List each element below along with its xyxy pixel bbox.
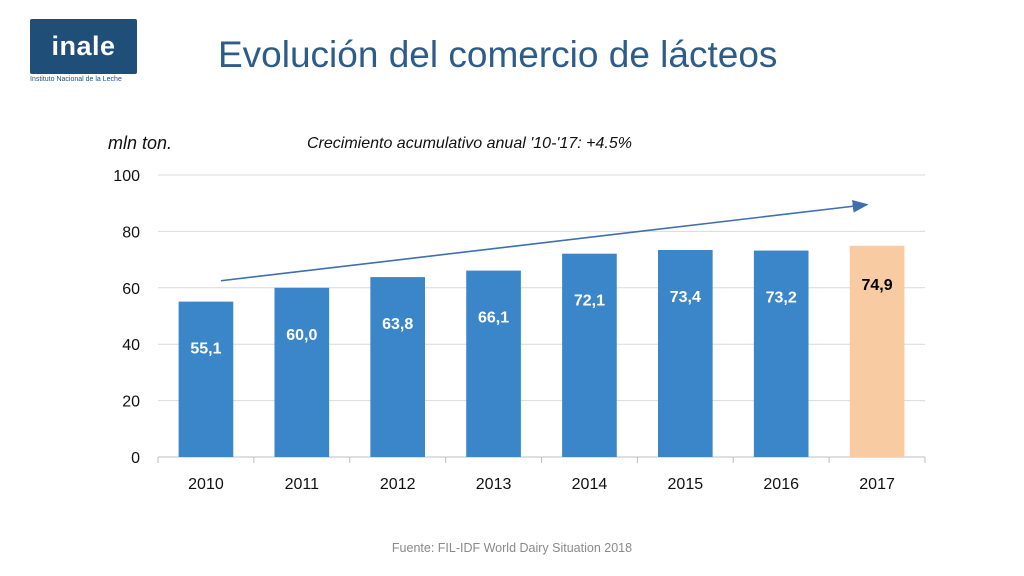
data-label: 63,8 [382, 316, 413, 333]
bar-2014 [562, 253, 617, 457]
bar-2016 [753, 250, 809, 457]
x-tick-label: 2014 [572, 476, 608, 493]
bar-2011 [274, 287, 330, 457]
data-label: 73,2 [766, 290, 797, 307]
data-label: 66,1 [478, 310, 509, 327]
growth-annotation: Crecimiento acumulativo anual '10-'17: +… [307, 135, 632, 152]
logo-text: inale [51, 31, 116, 61]
trend-arrow [220, 199, 869, 282]
y-tick-label: 60 [122, 281, 140, 298]
y-tick-label: 40 [122, 337, 140, 354]
data-label: 72,1 [574, 293, 605, 310]
y-tick-label: 80 [122, 224, 140, 241]
page-title: Evolución del comercio de lácteos [218, 34, 778, 75]
bar-2013 [466, 270, 521, 457]
source-note: Fuente: FIL-IDF World Dairy Situation 20… [391, 541, 633, 555]
data-label: 74,9 [861, 277, 892, 294]
bar-2010 [178, 301, 234, 457]
x-tick-label: 2013 [476, 476, 512, 493]
data-label: 60,0 [286, 327, 317, 344]
y-tick-label: 100 [113, 168, 140, 185]
bar-2017 [849, 245, 905, 457]
x-tick-label: 2010 [188, 476, 224, 493]
data-label: 73,4 [670, 289, 701, 306]
y-axis-unit-label: mln ton. [108, 133, 173, 153]
inale-logo: inale [30, 19, 137, 74]
data-label: 55,1 [190, 341, 221, 358]
logo-subtitle: Instituto Nacional de la Leche [30, 76, 122, 83]
x-tick-label: 2011 [285, 476, 320, 493]
bar-2015 [657, 250, 713, 457]
x-tick-label: 2015 [668, 476, 704, 493]
x-tick-label: 2016 [763, 476, 799, 493]
bar-2012 [370, 277, 426, 457]
y-tick-label: 0 [131, 450, 140, 467]
x-tick-label: 2012 [380, 476, 416, 493]
y-tick-label: 20 [122, 394, 140, 411]
x-tick-label: 2017 [859, 476, 895, 493]
